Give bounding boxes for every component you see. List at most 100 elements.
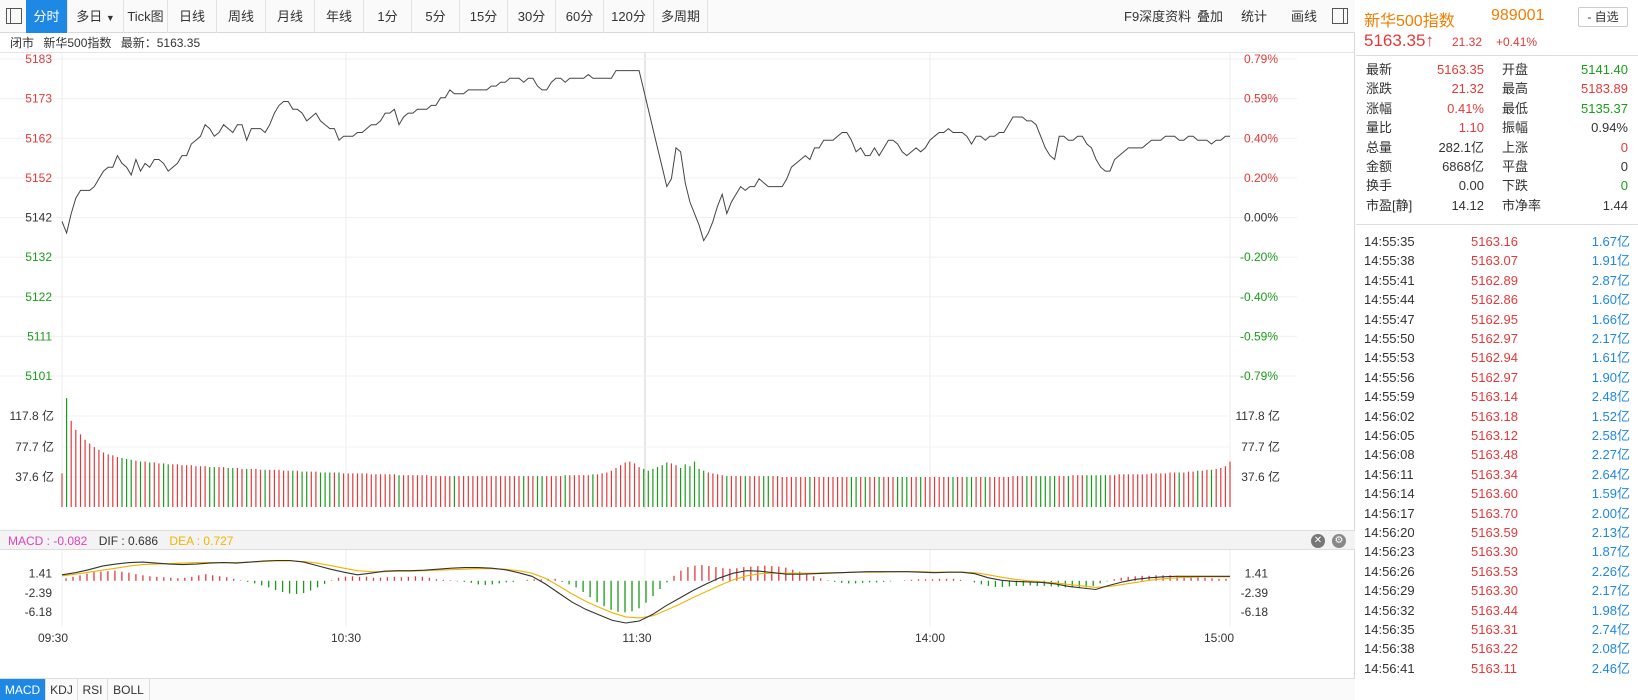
- tick-price: 5163.12: [1471, 428, 1518, 443]
- indicator-tabs: MACD KDJ RSI BOLL: [0, 678, 1355, 700]
- stat-value: 5163.35: [1437, 62, 1484, 77]
- tab-1min[interactable]: 1分: [364, 0, 412, 33]
- stat-label: 最低: [1502, 100, 1529, 116]
- price-tick-label: 5132: [25, 250, 52, 264]
- macd-value: MACD : -0.082: [8, 534, 88, 548]
- tick-row: 14:56:32 5163.44 1.98亿: [1356, 601, 1638, 621]
- tab-multi-day[interactable]: 多日 ▼: [68, 0, 124, 33]
- tab-macd[interactable]: MACD: [0, 679, 46, 700]
- price-change-pct: +0.41%: [1496, 35, 1538, 49]
- macd-tick-label: -2.39: [1241, 586, 1269, 600]
- time-tick-label: 14:00: [915, 631, 945, 645]
- stats-row: 换手 0.00 下跌 0: [1356, 176, 1638, 196]
- tab-120min[interactable]: 120分: [604, 0, 654, 33]
- tick-volume: 2.17亿: [1591, 331, 1630, 346]
- volume-tick-label: 117.8 亿: [10, 408, 54, 423]
- tab-intraday[interactable]: 分时: [26, 0, 68, 33]
- tab-tick[interactable]: Tick图: [124, 0, 168, 33]
- price-tick-label: 5173: [25, 92, 52, 106]
- tick-volume: 1.87亿: [1591, 544, 1630, 560]
- tab-daily[interactable]: 日线: [168, 0, 217, 33]
- tick-row: 14:55:47 5162.95 1.66亿: [1356, 310, 1638, 330]
- intraday-chart: 5183 0.79% 5173 0.59% 5162 0.40% 5152 0.20% 5142…: [0, 53, 1297, 509]
- close-indicator-icon[interactable]: ✕: [1311, 534, 1325, 548]
- stat-value: 0.00: [1458, 178, 1484, 194]
- stat-label: 平盘: [1502, 159, 1529, 174]
- left-panel-toggle-icon[interactable]: [6, 8, 22, 24]
- tick-row: 14:56:14 5163.60 1.59亿: [1356, 484, 1638, 504]
- macd-tick-label: 1.41: [1245, 567, 1269, 581]
- tab-weekly[interactable]: 周线: [217, 0, 266, 33]
- tick-price: 5163.14: [1471, 389, 1518, 405]
- tab-boll[interactable]: BOLL: [108, 679, 150, 700]
- tick-price: 5163.60: [1471, 486, 1518, 502]
- statistics-button[interactable]: 统计: [1241, 9, 1268, 24]
- tick-row: 14:55:50 5162.97 2.17亿: [1356, 329, 1638, 349]
- tick-price: 5162.97: [1471, 331, 1518, 346]
- stat-label: 总量: [1366, 139, 1393, 155]
- tick-price: 5162.86: [1471, 292, 1518, 308]
- tick-price: 5163.30: [1471, 583, 1518, 599]
- tick-price: 5163.44: [1471, 602, 1518, 618]
- tick-volume: 1.61亿: [1591, 350, 1630, 366]
- current-price: 5163.35↑: [1364, 31, 1434, 51]
- current-price-value: 5163.35: [1364, 31, 1426, 50]
- tick-volume: 1.60亿: [1591, 292, 1630, 308]
- tick-list: 14:55:35 5163.16 1.67亿 14:55:38 5163.07 1.91亿…: [1356, 232, 1638, 700]
- tab-rsi[interactable]: RSI: [78, 679, 108, 700]
- price-tick-label: 5122: [25, 290, 52, 304]
- volume-tick-label: 37.6 亿: [1241, 469, 1280, 484]
- tick-row: 14:55:44 5162.86 1.60亿: [1356, 290, 1638, 310]
- time-tick-label: 11:30: [622, 631, 651, 645]
- settings-gear-icon[interactable]: ⚙: [1332, 534, 1346, 548]
- tick-volume: 1.59亿: [1591, 486, 1630, 502]
- tab-30min[interactable]: 30分: [508, 0, 556, 33]
- volume-tick-label: 77.7 亿: [1241, 439, 1280, 454]
- index-code: 989001: [1491, 7, 1545, 24]
- tick-time: 14:55:44: [1364, 292, 1415, 308]
- tick-price: 5163.70: [1471, 505, 1518, 521]
- tick-volume: 2.58亿: [1591, 428, 1630, 443]
- overlay-button[interactable]: 叠加: [1197, 9, 1224, 24]
- pct-tick-label: 0.59%: [1244, 92, 1278, 106]
- index-name: 新华500指数: [1364, 13, 1455, 30]
- latest-price-label: 最新：5163.35: [120, 36, 201, 50]
- price-line: [61, 70, 1230, 242]
- stat-value: 5135.37: [1581, 100, 1628, 116]
- tab-monthly[interactable]: 月线: [266, 0, 315, 33]
- tab-5min[interactable]: 5分: [412, 0, 460, 33]
- stat-value: 1.10: [1458, 120, 1484, 136]
- right-panel-toggle-icon[interactable]: [1332, 8, 1348, 24]
- stats-table: 最新 5163.35 开盘 5141.40 涨跌 21.32 最高 5183.89 涨幅 0.41…: [1356, 60, 1638, 225]
- tick-volume: 2.00亿: [1591, 505, 1630, 521]
- tick-volume: 1.98亿: [1591, 602, 1630, 618]
- stat-value: 5141.40: [1581, 62, 1628, 77]
- tick-time: 14:56:26: [1364, 563, 1415, 579]
- pct-tick-label: 0.79%: [1244, 53, 1278, 66]
- tab-15min[interactable]: 15分: [460, 0, 508, 33]
- tick-row: 14:56:11 5163.34 2.64亿: [1356, 465, 1638, 485]
- stat-label: 最新: [1366, 62, 1393, 77]
- price-tick-label: 5183: [25, 53, 52, 66]
- tab-kdj[interactable]: KDJ: [46, 679, 78, 700]
- tick-row: 14:56:17 5163.70 2.00亿: [1356, 504, 1638, 524]
- tick-row: 14:56:26 5163.53 2.26亿: [1356, 562, 1638, 582]
- stat-value: 21.32: [1451, 81, 1484, 97]
- tab-multi-period[interactable]: 多周期: [654, 0, 708, 33]
- stat-value: 5183.89: [1581, 81, 1628, 97]
- draw-line-button[interactable]: 画线: [1291, 9, 1318, 24]
- stat-label: 涨幅: [1366, 100, 1393, 116]
- stat-label: 开盘: [1502, 62, 1529, 77]
- stat-label: 金额: [1366, 159, 1393, 174]
- f9-deep-data-button[interactable]: F9深度资料: [1124, 9, 1192, 24]
- price-tick-label: 5111: [27, 329, 52, 343]
- tab-60min[interactable]: 60分: [556, 0, 604, 33]
- tick-volume: 2.27亿: [1591, 447, 1630, 463]
- pct-tick-label: 0.40%: [1244, 131, 1278, 145]
- tab-yearly[interactable]: 年线: [315, 0, 364, 33]
- tick-time: 14:56:23: [1364, 544, 1415, 560]
- tick-time: 14:55:53: [1364, 350, 1415, 366]
- add-watchlist-button[interactable]: - 自选: [1578, 7, 1628, 27]
- stats-row: 市盈[静] 14.12 市净率 1.44: [1356, 196, 1638, 216]
